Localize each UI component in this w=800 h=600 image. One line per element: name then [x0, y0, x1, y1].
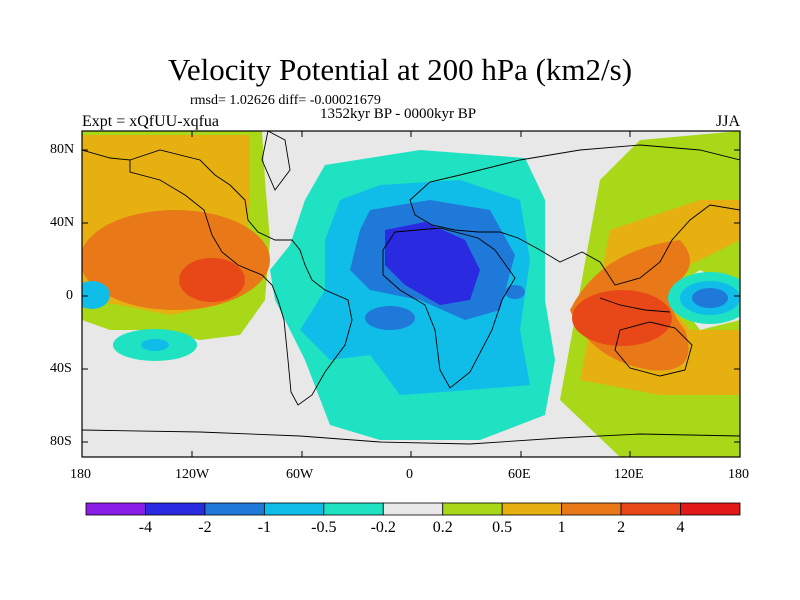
legend-swatch [620, 502, 681, 516]
axis-ticks [82, 131, 740, 457]
legend-swatch [85, 502, 146, 516]
lat-tick-label: 80S [50, 434, 72, 449]
legend-label: -0.2 [370, 519, 396, 536]
legend-swatch [323, 502, 384, 516]
experiment-label: Expt = xQfUU-xqfua [82, 113, 219, 130]
lon-tick-label: 120E [614, 467, 644, 482]
lon-tick-label: 0 [406, 467, 413, 482]
lon-tick-label: 120W [175, 467, 210, 482]
lat-tick-label: 40S [50, 361, 72, 376]
contour-fields [82, 131, 740, 457]
legend-label: -4 [138, 519, 153, 536]
season-label: JJA [716, 113, 741, 130]
legend-swatch [204, 502, 265, 516]
lon-tick-label: 180 [728, 467, 749, 482]
legend-label: 0.2 [432, 519, 453, 536]
legend-label: -2 [198, 519, 212, 536]
legend-swatch [680, 502, 741, 516]
lon-tick-label: 60E [508, 467, 531, 482]
period-text: 1352kyr BP - 0000kyr BP [320, 106, 477, 122]
legend-label: 4 [676, 519, 685, 536]
legend-label: 0.5 [492, 519, 513, 536]
legend-swatch [442, 502, 503, 516]
legend-swatch [263, 502, 325, 516]
coastlines [82, 131, 740, 445]
lon-tick-label: 180 [70, 467, 91, 482]
legend-swatch [561, 502, 622, 516]
legend-label: -0.5 [311, 519, 337, 536]
legend-swatch [382, 502, 444, 516]
map-title: Velocity Potential at 200 hPa (km2/s) [167, 52, 633, 87]
stats-text: rmsd= 1.02626 diff= -0.00021679 [190, 93, 381, 108]
legend-colorbar [85, 502, 741, 516]
legend-label: 1 [557, 519, 566, 536]
lat-tick-label: 40N [50, 215, 75, 230]
legend-swatch [145, 502, 206, 516]
legend-swatch [501, 502, 563, 516]
lat-tick-label: 0 [66, 288, 73, 303]
legend-label: -1 [257, 519, 272, 536]
lon-tick-label: 60W [286, 467, 314, 482]
lat-tick-label: 80N [50, 142, 75, 157]
legend-label: 2 [617, 519, 626, 536]
